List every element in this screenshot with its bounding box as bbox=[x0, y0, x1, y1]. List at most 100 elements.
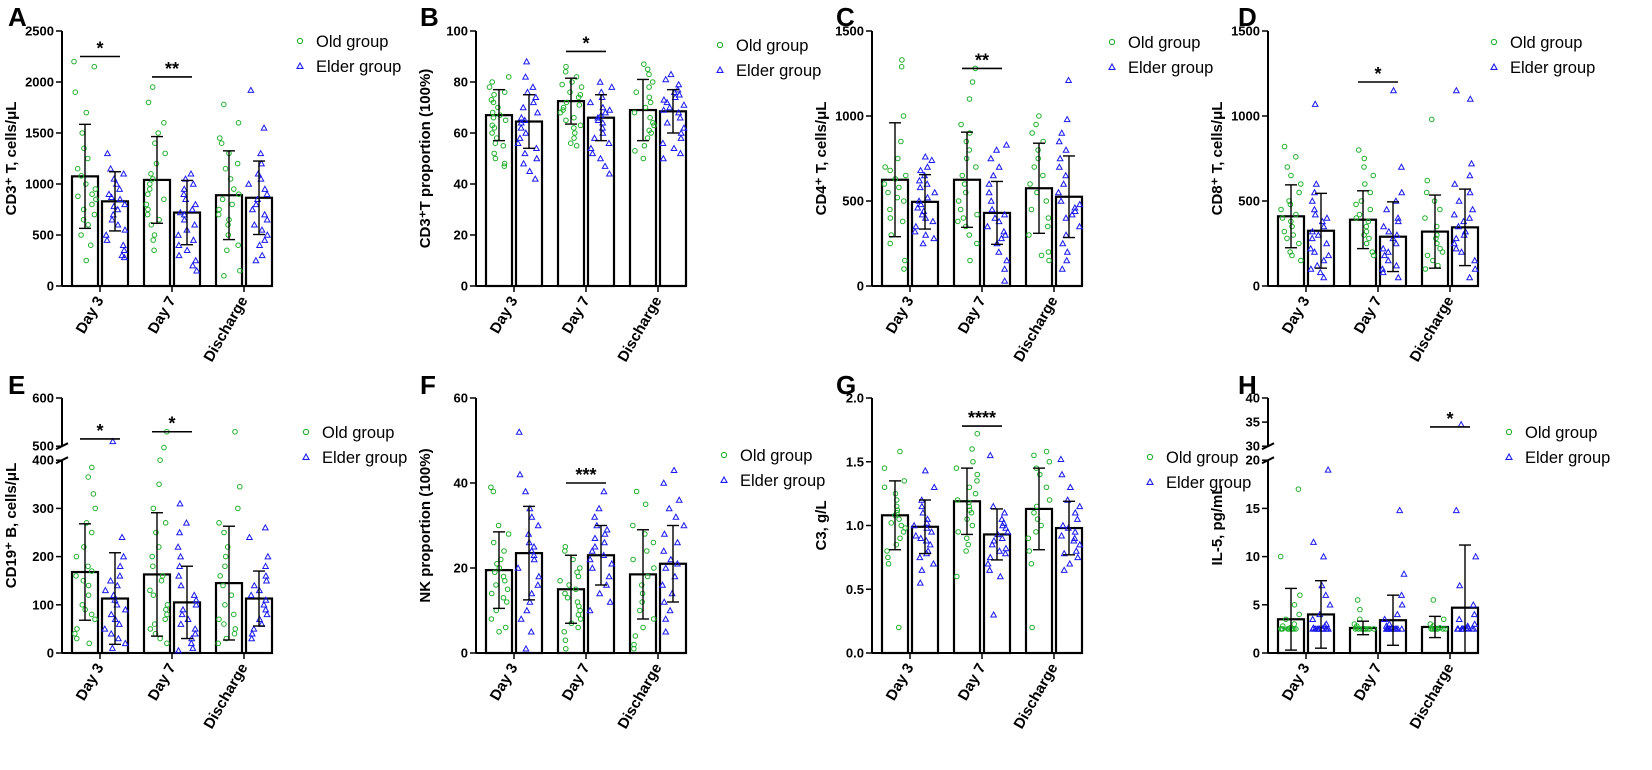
y-axis-label: CD8⁺ T, cells/μL bbox=[1209, 102, 1226, 216]
data-point-old bbox=[159, 573, 166, 579]
data-point-old bbox=[899, 218, 906, 225]
data-point-elder bbox=[1001, 231, 1009, 238]
data-point-elder bbox=[928, 156, 936, 163]
x-tick-label: Day 3 bbox=[73, 294, 108, 337]
data-point-old bbox=[901, 266, 907, 272]
data-point-old bbox=[504, 586, 511, 593]
data-point-old bbox=[149, 553, 155, 560]
data-point-old bbox=[637, 607, 643, 614]
data-point-elder bbox=[1062, 231, 1070, 238]
data-point-old bbox=[74, 165, 81, 172]
data-point-elder bbox=[590, 513, 599, 520]
data-point-elder bbox=[176, 552, 185, 560]
data-point-old bbox=[227, 176, 234, 182]
data-point-elder bbox=[601, 162, 609, 169]
data-point-old bbox=[83, 109, 90, 116]
data-point-old bbox=[569, 79, 575, 85]
data-point-old bbox=[505, 74, 512, 80]
data-point-elder bbox=[257, 149, 265, 157]
data-point-elder bbox=[1385, 227, 1393, 235]
data-point-old bbox=[1435, 262, 1441, 269]
data-point-elder bbox=[1324, 251, 1333, 259]
data-point-old bbox=[1297, 592, 1303, 598]
data-point-old bbox=[887, 206, 893, 213]
data-point-old bbox=[502, 577, 508, 584]
data-point-old bbox=[632, 633, 639, 639]
data-point-elder bbox=[995, 547, 1004, 554]
y-tick-label: 10 bbox=[1246, 549, 1260, 564]
data-point-old bbox=[650, 120, 656, 126]
data-point-old bbox=[1044, 223, 1051, 230]
data-point-old bbox=[1043, 448, 1050, 455]
data-point-old bbox=[235, 242, 241, 248]
data-point-old bbox=[216, 520, 222, 526]
data-point-elder bbox=[608, 83, 616, 90]
data-point-elder bbox=[1324, 466, 1332, 473]
data-point-elder bbox=[176, 499, 184, 507]
data-point-elder bbox=[915, 197, 923, 204]
data-point-elder bbox=[192, 600, 200, 608]
data-point-elder bbox=[993, 239, 1001, 247]
data-point-elder bbox=[1472, 552, 1480, 560]
x-tick-label: Day 7 bbox=[145, 661, 180, 704]
data-point-old bbox=[1424, 177, 1431, 184]
data-point-old bbox=[1028, 206, 1035, 213]
data-point-old bbox=[145, 191, 151, 197]
data-point-old bbox=[969, 446, 975, 452]
significance-label: **** bbox=[968, 408, 996, 428]
data-point-elder bbox=[989, 502, 997, 510]
data-point-old bbox=[576, 102, 583, 108]
data-point-elder bbox=[1456, 581, 1464, 589]
y-tick-label: 2500 bbox=[25, 24, 54, 39]
data-point-old bbox=[1289, 223, 1295, 230]
data-point-old bbox=[1291, 621, 1298, 627]
data-point-elder bbox=[528, 589, 536, 597]
data-point-old bbox=[900, 529, 907, 535]
data-point-elder bbox=[107, 629, 115, 637]
data-point-old bbox=[630, 522, 636, 529]
data-point-elder bbox=[588, 547, 596, 554]
data-point-elder bbox=[675, 80, 683, 88]
data-point-old bbox=[1366, 235, 1372, 242]
y-tick-label: 1000 bbox=[1231, 109, 1260, 124]
data-point-elder bbox=[528, 513, 536, 520]
data-point-elder bbox=[254, 169, 262, 177]
data-point-old bbox=[501, 89, 508, 95]
data-point-elder bbox=[1392, 261, 1401, 269]
data-point-elder bbox=[260, 600, 268, 608]
data-point-elder bbox=[917, 200, 925, 208]
data-point-old bbox=[970, 458, 976, 465]
data-point-old bbox=[1036, 113, 1042, 119]
data-point-old bbox=[968, 509, 975, 516]
data-point-elder bbox=[1465, 214, 1474, 221]
data-point-elder bbox=[190, 591, 198, 598]
data-point-old bbox=[221, 621, 227, 627]
data-point-old bbox=[237, 483, 243, 490]
legend-marker-elder bbox=[1505, 452, 1513, 460]
data-point-elder bbox=[535, 572, 543, 580]
data-point-old bbox=[1029, 130, 1035, 136]
data-point-old bbox=[151, 621, 158, 627]
data-point-elder bbox=[1323, 214, 1331, 221]
legend-marker-old bbox=[296, 37, 304, 45]
data-point-elder bbox=[605, 169, 614, 177]
data-point-old bbox=[143, 201, 150, 208]
data-point-elder bbox=[258, 226, 266, 233]
data-point-elder bbox=[1393, 231, 1401, 238]
data-point-old bbox=[898, 138, 904, 145]
data-point-elder bbox=[1396, 506, 1404, 514]
data-point-elder bbox=[533, 108, 542, 116]
data-point-old bbox=[630, 556, 636, 563]
legend-label: Old group bbox=[1128, 34, 1200, 52]
data-point-old bbox=[646, 94, 653, 101]
data-point-old bbox=[90, 491, 97, 497]
data-point-elder bbox=[261, 185, 269, 192]
data-point-elder bbox=[114, 634, 123, 642]
data-point-old bbox=[232, 428, 238, 435]
data-point-elder bbox=[1453, 625, 1462, 632]
data-point-elder bbox=[116, 195, 124, 203]
data-point-elder bbox=[912, 222, 920, 230]
x-tick-label: Day 3 bbox=[73, 661, 108, 704]
data-point-old bbox=[641, 61, 647, 67]
data-point-elder bbox=[659, 139, 667, 146]
